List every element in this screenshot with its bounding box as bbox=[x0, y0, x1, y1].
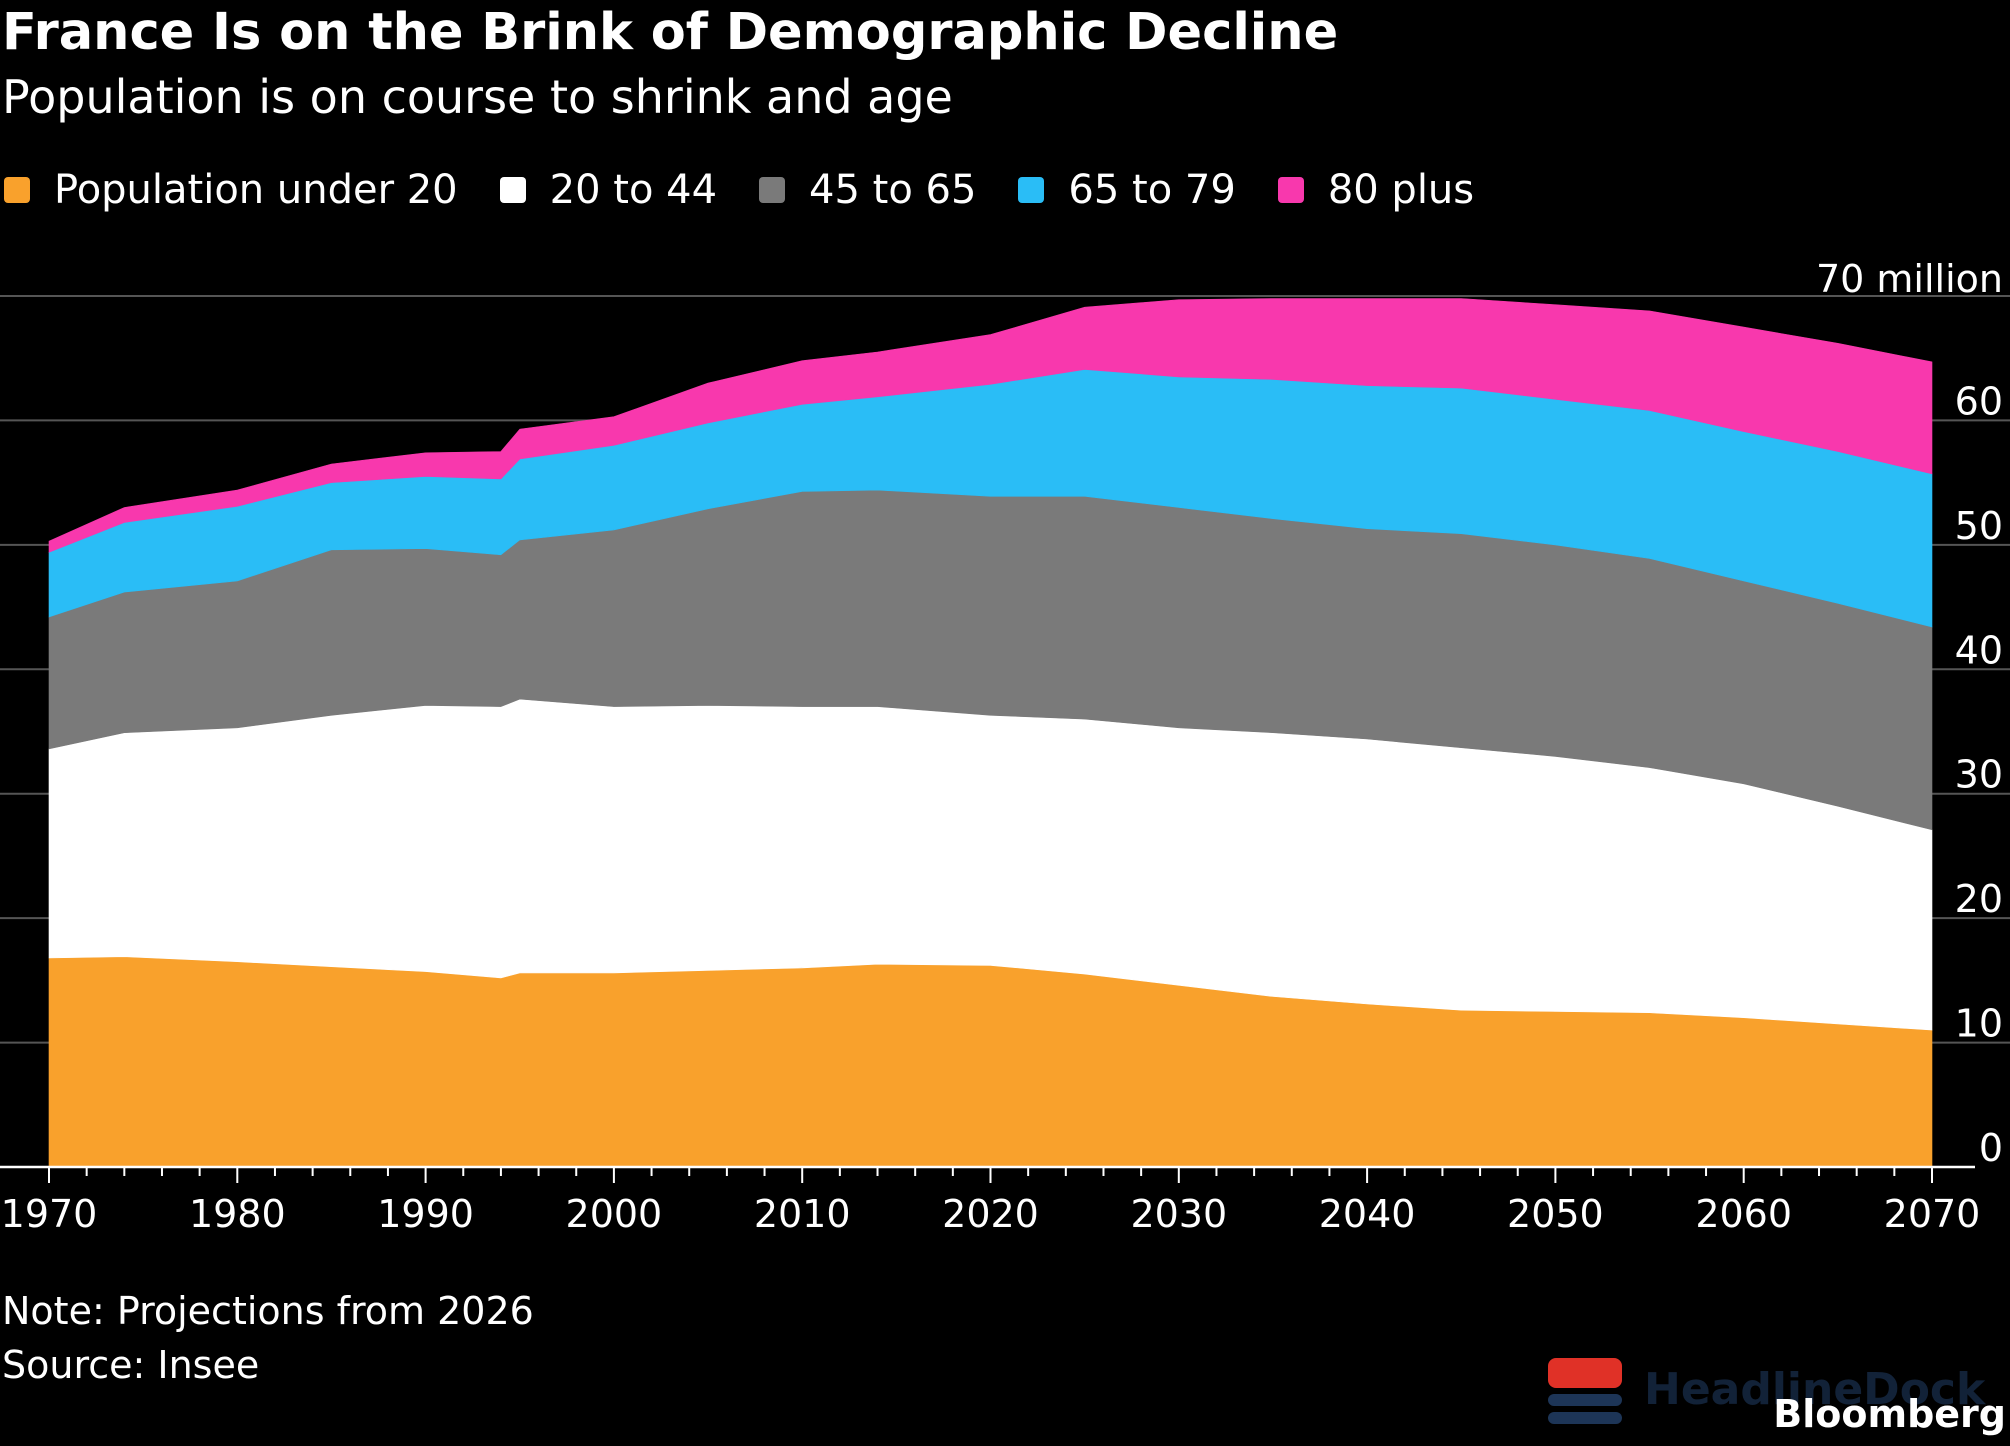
x-axis: 1970 1980 1990 2000 2010 2020 2030 2040 2050 2060… bbox=[0, 1165, 1981, 1236]
x-tick-label-2000: 2000 bbox=[566, 1192, 663, 1236]
x-tick-label-2070: 2070 bbox=[1884, 1192, 1981, 1236]
x-tick-label-1990: 1990 bbox=[377, 1192, 474, 1236]
legend-swatch-80-plus bbox=[1277, 177, 1304, 203]
y-tick-label-20: 20 bbox=[1955, 877, 2003, 921]
legend-item-under-20: Population under 20 bbox=[4, 167, 458, 213]
legend-label-80-plus: 80 plus bbox=[1327, 167, 1475, 213]
legend-item-65-to-79: 65 to 79 bbox=[1018, 167, 1236, 213]
y-tick-label-40: 40 bbox=[1955, 628, 2003, 672]
y-tick-label-70: 70 million bbox=[1816, 257, 2003, 301]
watermark: HeadlineDock bbox=[1548, 1358, 1985, 1430]
y-tick-label-0: 0 bbox=[1979, 1126, 2003, 1170]
brand-logo: Bloomberg bbox=[1773, 1392, 2006, 1436]
legend-label-65-to-79: 65 to 79 bbox=[1068, 167, 1236, 213]
area-80-plus bbox=[48, 298, 1933, 553]
x-tick-label-2060: 2060 bbox=[1695, 1192, 1792, 1236]
chart-source: Source: Insee bbox=[2, 1343, 260, 1387]
y-tick-label-30: 30 bbox=[1955, 753, 2003, 797]
legend-swatch-45-to-65 bbox=[759, 177, 786, 203]
legend-label-under-20: Population under 20 bbox=[54, 167, 458, 213]
x-tick-label-1970: 1970 bbox=[1, 1192, 98, 1236]
x-tick-label-2010: 2010 bbox=[754, 1192, 851, 1236]
x-tick-label-2030: 2030 bbox=[1130, 1192, 1227, 1236]
y-tick-label-50: 50 bbox=[1955, 504, 2003, 548]
x-tick-label-2050: 2050 bbox=[1507, 1192, 1604, 1236]
x-tick-label-1980: 1980 bbox=[189, 1192, 286, 1236]
legend-item-80-plus: 80 plus bbox=[1277, 167, 1475, 213]
x-tick-label-2040: 2040 bbox=[1319, 1192, 1416, 1236]
chart-title: France Is on the Brink of Demographic De… bbox=[2, 3, 1339, 62]
watermark-text: HeadlineDock bbox=[1644, 1364, 1986, 1415]
chart-subtitle: Population is on course to shrink and ag… bbox=[2, 70, 953, 124]
legend-swatch-65-to-79 bbox=[1018, 177, 1045, 203]
area-series bbox=[48, 298, 1933, 1168]
chart-note: Note: Projections from 2026 bbox=[2, 1289, 534, 1333]
x-tick-label-2020: 2020 bbox=[942, 1192, 1039, 1236]
legend-item-20-to-44: 20 to 44 bbox=[499, 167, 718, 213]
y-tick-label-60: 60 bbox=[1955, 379, 2003, 423]
legend-label-45-to-65: 45 to 65 bbox=[809, 167, 977, 213]
y-axis-labels: 0 10 20 30 40 50 60 70 million bbox=[1816, 257, 2003, 1170]
watermark-logo-icon bbox=[1548, 1358, 1622, 1426]
legend-item-45-to-65: 45 to 65 bbox=[759, 167, 976, 213]
y-tick-label-10: 10 bbox=[1955, 1002, 2003, 1046]
legend-swatch-20-to-44 bbox=[499, 177, 526, 203]
legend-label-20-to-44: 20 to 44 bbox=[549, 167, 718, 213]
legend-swatch-under-20 bbox=[4, 177, 30, 203]
legend: Population under 20 20 to 44 45 to 65 65… bbox=[4, 162, 1516, 218]
